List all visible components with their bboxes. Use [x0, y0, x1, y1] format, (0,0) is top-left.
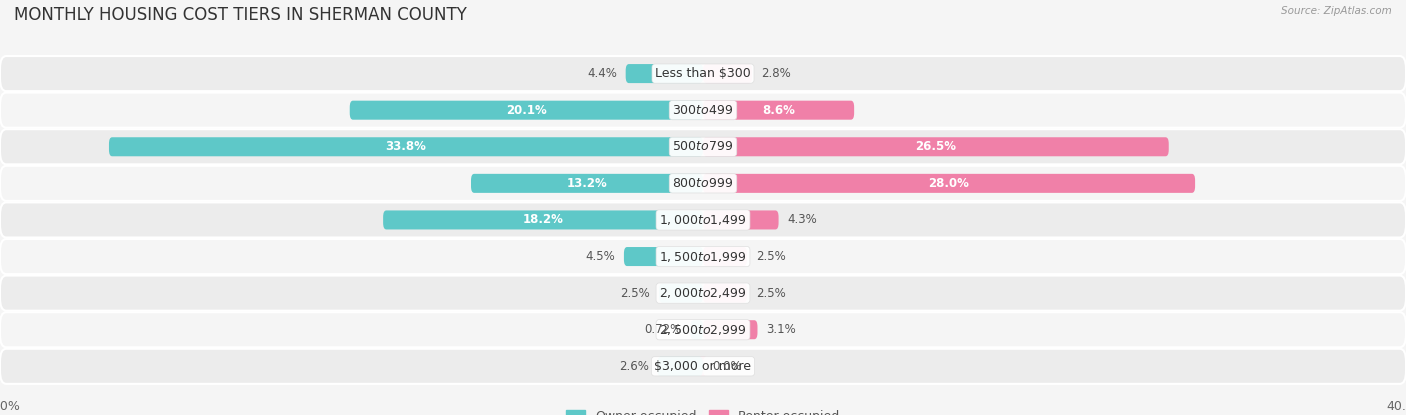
- FancyBboxPatch shape: [624, 247, 703, 266]
- FancyBboxPatch shape: [350, 101, 703, 120]
- Text: 2.5%: 2.5%: [756, 287, 786, 300]
- FancyBboxPatch shape: [382, 210, 703, 229]
- Text: 33.8%: 33.8%: [385, 140, 426, 153]
- FancyBboxPatch shape: [657, 357, 703, 376]
- Text: Less than $300: Less than $300: [655, 67, 751, 80]
- Text: 4.3%: 4.3%: [787, 213, 817, 227]
- Text: 13.2%: 13.2%: [567, 177, 607, 190]
- Text: 4.4%: 4.4%: [588, 67, 617, 80]
- Text: $500 to $799: $500 to $799: [672, 140, 734, 153]
- Text: Source: ZipAtlas.com: Source: ZipAtlas.com: [1281, 6, 1392, 16]
- Text: 4.5%: 4.5%: [585, 250, 616, 263]
- Text: 0.0%: 0.0%: [711, 360, 741, 373]
- FancyBboxPatch shape: [0, 56, 1406, 91]
- FancyBboxPatch shape: [0, 203, 1406, 237]
- FancyBboxPatch shape: [0, 312, 1406, 347]
- FancyBboxPatch shape: [703, 320, 758, 339]
- Text: $2,500 to $2,999: $2,500 to $2,999: [659, 323, 747, 337]
- Text: 18.2%: 18.2%: [523, 213, 564, 227]
- FancyBboxPatch shape: [626, 64, 703, 83]
- Text: 8.6%: 8.6%: [762, 104, 794, 117]
- Text: 0.72%: 0.72%: [644, 323, 682, 336]
- FancyBboxPatch shape: [471, 174, 703, 193]
- Text: 26.5%: 26.5%: [915, 140, 956, 153]
- FancyBboxPatch shape: [0, 239, 1406, 274]
- FancyBboxPatch shape: [703, 174, 1195, 193]
- FancyBboxPatch shape: [703, 210, 779, 229]
- FancyBboxPatch shape: [0, 349, 1406, 384]
- Text: $1,000 to $1,499: $1,000 to $1,499: [659, 213, 747, 227]
- Text: 2.5%: 2.5%: [620, 287, 650, 300]
- FancyBboxPatch shape: [703, 137, 1168, 156]
- Legend: Owner-occupied, Renter-occupied: Owner-occupied, Renter-occupied: [561, 405, 845, 415]
- FancyBboxPatch shape: [703, 101, 855, 120]
- Text: MONTHLY HOUSING COST TIERS IN SHERMAN COUNTY: MONTHLY HOUSING COST TIERS IN SHERMAN CO…: [14, 6, 467, 24]
- Text: 3.1%: 3.1%: [766, 323, 796, 336]
- FancyBboxPatch shape: [110, 137, 703, 156]
- Text: $3,000 or more: $3,000 or more: [655, 360, 751, 373]
- Text: $1,500 to $1,999: $1,500 to $1,999: [659, 249, 747, 264]
- Text: 2.6%: 2.6%: [619, 360, 648, 373]
- FancyBboxPatch shape: [700, 357, 706, 376]
- FancyBboxPatch shape: [0, 93, 1406, 128]
- FancyBboxPatch shape: [0, 276, 1406, 311]
- Text: 2.8%: 2.8%: [761, 67, 790, 80]
- FancyBboxPatch shape: [703, 247, 747, 266]
- FancyBboxPatch shape: [690, 320, 703, 339]
- Text: $800 to $999: $800 to $999: [672, 177, 734, 190]
- Text: $300 to $499: $300 to $499: [672, 104, 734, 117]
- Text: 2.5%: 2.5%: [756, 250, 786, 263]
- FancyBboxPatch shape: [0, 129, 1406, 164]
- FancyBboxPatch shape: [703, 283, 747, 303]
- FancyBboxPatch shape: [659, 283, 703, 303]
- FancyBboxPatch shape: [703, 64, 752, 83]
- FancyBboxPatch shape: [0, 166, 1406, 201]
- Text: 28.0%: 28.0%: [928, 177, 970, 190]
- Text: $2,000 to $2,499: $2,000 to $2,499: [659, 286, 747, 300]
- Text: 20.1%: 20.1%: [506, 104, 547, 117]
